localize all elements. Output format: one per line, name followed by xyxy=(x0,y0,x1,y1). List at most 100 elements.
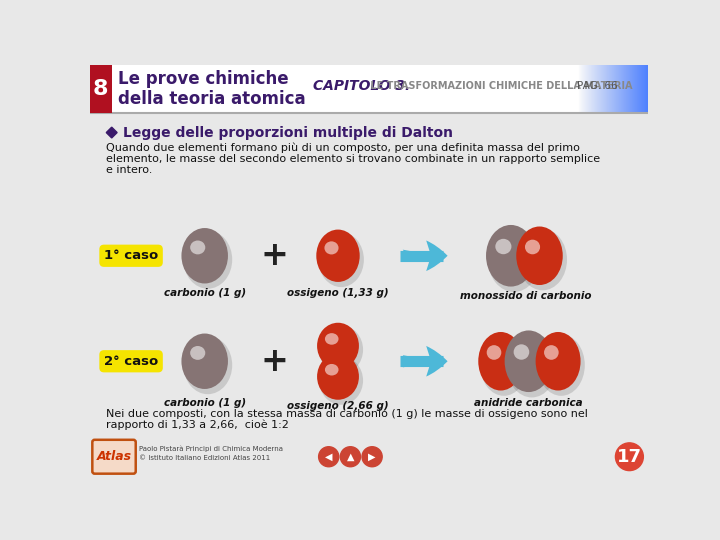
Ellipse shape xyxy=(198,354,207,364)
Text: © Istituto Italiano Edizioni Atlas 2011: © Istituto Italiano Edizioni Atlas 2011 xyxy=(139,455,270,461)
Ellipse shape xyxy=(512,340,544,380)
Ellipse shape xyxy=(182,230,227,282)
Text: 2° caso: 2° caso xyxy=(104,355,158,368)
Ellipse shape xyxy=(545,344,570,376)
Ellipse shape xyxy=(518,347,537,372)
Ellipse shape xyxy=(480,335,521,387)
Ellipse shape xyxy=(186,339,222,383)
Ellipse shape xyxy=(487,345,501,360)
Ellipse shape xyxy=(335,373,337,376)
Ellipse shape xyxy=(329,336,344,353)
Ellipse shape xyxy=(490,231,530,280)
Ellipse shape xyxy=(487,342,513,377)
Ellipse shape xyxy=(553,354,559,363)
Text: rapporto di 1,33 a 2,66,  cioè 1:2: rapporto di 1,33 a 2,66, cioè 1:2 xyxy=(106,419,289,430)
Ellipse shape xyxy=(523,234,555,275)
Ellipse shape xyxy=(495,354,503,363)
Ellipse shape xyxy=(318,232,364,287)
Ellipse shape xyxy=(190,343,217,377)
Ellipse shape xyxy=(325,333,338,345)
Ellipse shape xyxy=(325,331,350,359)
Ellipse shape xyxy=(554,356,558,362)
Ellipse shape xyxy=(319,326,363,374)
Ellipse shape xyxy=(492,350,506,368)
Ellipse shape xyxy=(505,332,552,390)
Ellipse shape xyxy=(331,339,342,350)
Ellipse shape xyxy=(330,338,343,351)
Ellipse shape xyxy=(494,235,526,275)
Ellipse shape xyxy=(505,248,513,258)
Ellipse shape xyxy=(323,360,352,392)
Ellipse shape xyxy=(505,330,553,392)
Ellipse shape xyxy=(330,368,343,382)
Ellipse shape xyxy=(327,242,346,266)
Ellipse shape xyxy=(525,237,552,272)
Ellipse shape xyxy=(198,248,207,259)
Ellipse shape xyxy=(186,234,222,276)
Ellipse shape xyxy=(508,335,549,387)
Ellipse shape xyxy=(318,324,358,368)
Ellipse shape xyxy=(192,346,215,374)
Ellipse shape xyxy=(482,338,518,384)
Ellipse shape xyxy=(506,250,511,256)
Ellipse shape xyxy=(538,335,578,387)
Text: 8: 8 xyxy=(93,79,109,99)
Ellipse shape xyxy=(513,341,542,379)
Ellipse shape xyxy=(200,356,205,361)
Ellipse shape xyxy=(194,243,212,265)
Ellipse shape xyxy=(510,338,546,383)
Ellipse shape xyxy=(324,239,350,271)
Ellipse shape xyxy=(492,349,507,369)
Ellipse shape xyxy=(318,232,357,279)
Ellipse shape xyxy=(319,233,356,278)
Ellipse shape xyxy=(525,357,528,360)
Ellipse shape xyxy=(504,247,514,259)
Ellipse shape xyxy=(478,332,523,390)
Ellipse shape xyxy=(485,340,516,381)
Ellipse shape xyxy=(480,333,522,389)
Ellipse shape xyxy=(536,333,580,389)
Ellipse shape xyxy=(181,334,228,389)
Text: ◀: ◀ xyxy=(325,452,333,462)
Ellipse shape xyxy=(535,250,540,256)
Ellipse shape xyxy=(184,231,233,289)
Ellipse shape xyxy=(521,351,533,367)
Ellipse shape xyxy=(190,238,217,271)
Ellipse shape xyxy=(191,239,217,270)
Ellipse shape xyxy=(333,249,339,258)
Ellipse shape xyxy=(184,336,233,394)
Text: PAG. 66: PAG. 66 xyxy=(577,82,617,91)
Ellipse shape xyxy=(519,231,559,280)
Ellipse shape xyxy=(322,359,354,394)
Ellipse shape xyxy=(193,242,214,267)
Ellipse shape xyxy=(190,240,205,254)
Ellipse shape xyxy=(523,354,530,363)
Text: CAPITOLO 3.: CAPITOLO 3. xyxy=(313,79,410,93)
Ellipse shape xyxy=(320,326,356,365)
Ellipse shape xyxy=(492,233,528,276)
Ellipse shape xyxy=(324,361,351,391)
Text: ossigeno (1,33 g): ossigeno (1,33 g) xyxy=(287,288,389,298)
Ellipse shape xyxy=(532,246,544,261)
Ellipse shape xyxy=(331,369,342,381)
Ellipse shape xyxy=(320,356,356,396)
Text: +: + xyxy=(261,345,289,378)
Circle shape xyxy=(319,447,339,467)
Ellipse shape xyxy=(533,247,542,259)
Ellipse shape xyxy=(192,240,215,268)
Ellipse shape xyxy=(498,357,500,360)
Ellipse shape xyxy=(481,336,520,386)
Ellipse shape xyxy=(525,240,540,254)
Ellipse shape xyxy=(328,244,346,265)
Text: ▲: ▲ xyxy=(346,452,354,462)
Ellipse shape xyxy=(332,370,341,380)
Ellipse shape xyxy=(552,353,561,365)
Ellipse shape xyxy=(191,345,217,375)
Ellipse shape xyxy=(546,345,568,374)
Ellipse shape xyxy=(550,350,563,368)
Ellipse shape xyxy=(318,355,358,399)
Ellipse shape xyxy=(544,342,571,377)
Ellipse shape xyxy=(540,338,575,384)
Ellipse shape xyxy=(330,246,343,262)
Ellipse shape xyxy=(518,229,567,291)
